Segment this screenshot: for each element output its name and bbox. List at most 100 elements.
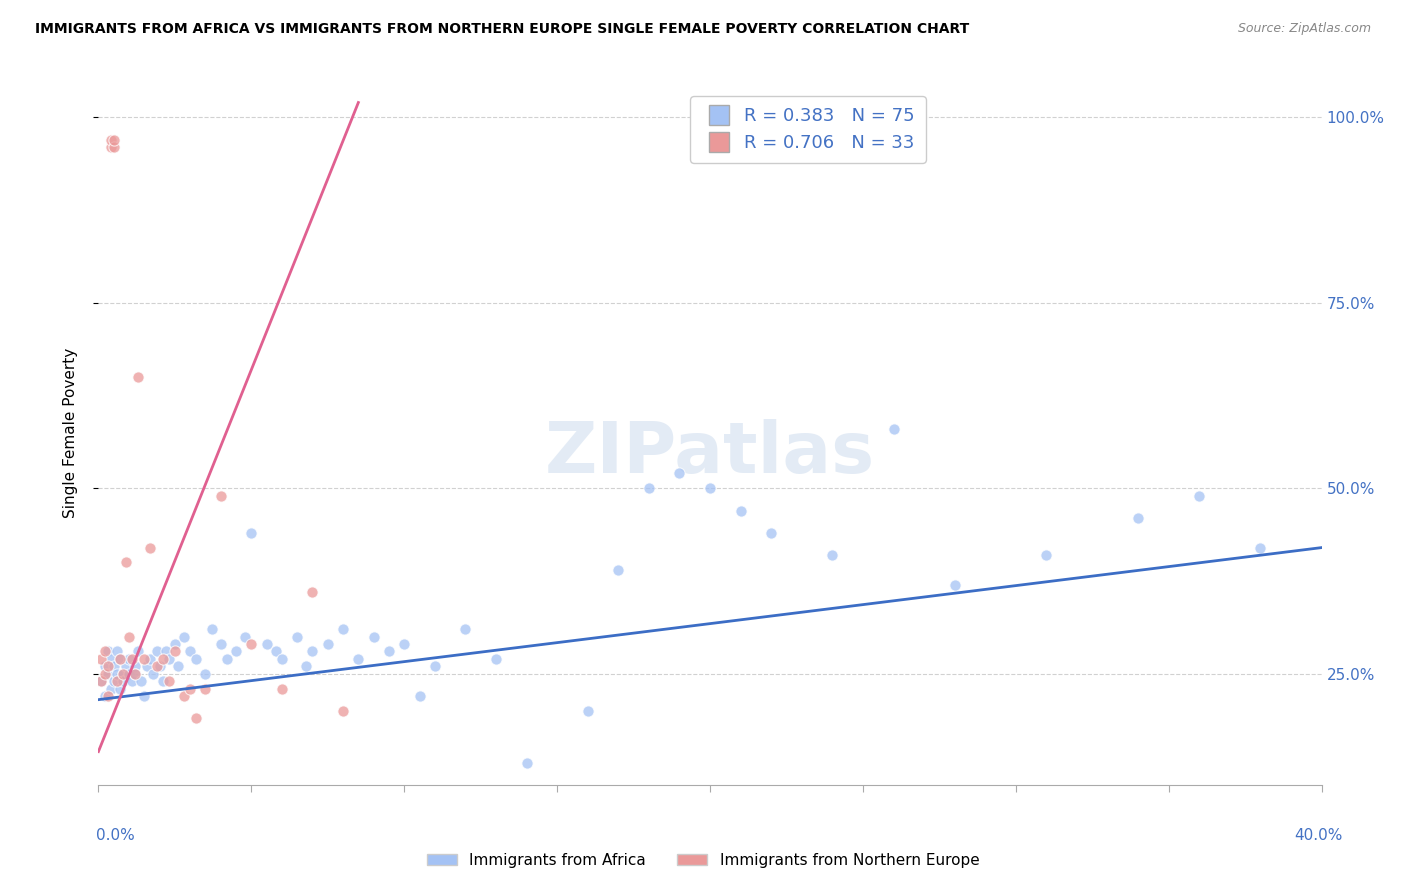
Point [270, 681, 292, 696]
Point [90, 674, 112, 689]
Point [301, 644, 323, 658]
Point [97, 689, 120, 703]
Point [607, 563, 630, 577]
Point [108, 652, 131, 666]
Text: Source: ZipAtlas.com: Source: ZipAtlas.com [1237, 22, 1371, 36]
Point [115, 556, 138, 570]
Text: 40.0%: 40.0% [1295, 828, 1343, 843]
Point [111, 674, 134, 689]
Point [759, 525, 782, 540]
Point [256, 637, 278, 651]
Point [179, 644, 201, 658]
Point [485, 652, 508, 666]
Point [121, 674, 143, 689]
Point [167, 659, 190, 673]
Point [423, 659, 446, 673]
Point [1249, 541, 1271, 555]
Point [121, 652, 143, 666]
Text: IMMIGRANTS FROM AFRICA VS IMMIGRANTS FROM NORTHERN EUROPE SINGLE FEMALE POVERTY : IMMIGRANTS FROM AFRICA VS IMMIGRANTS FRO… [35, 22, 969, 37]
Point [332, 704, 354, 718]
Point [127, 370, 149, 384]
Point [225, 644, 247, 658]
Point [157, 652, 180, 666]
Point [883, 422, 905, 436]
Point [152, 652, 174, 666]
Point [124, 659, 146, 673]
Point [730, 503, 752, 517]
Point [209, 637, 232, 651]
Point [454, 622, 477, 636]
Point [163, 644, 186, 658]
Point [100, 652, 122, 666]
Point [155, 644, 177, 658]
Y-axis label: Single Female Poverty: Single Female Poverty [63, 348, 77, 517]
Point [97, 659, 120, 673]
Point [378, 644, 401, 658]
Point [124, 666, 146, 681]
Point [134, 652, 156, 666]
Point [179, 681, 201, 696]
Point [186, 652, 208, 666]
Point [408, 689, 430, 703]
Point [145, 659, 167, 673]
Point [139, 541, 162, 555]
Point [103, 140, 125, 154]
Point [316, 637, 339, 651]
Point [118, 666, 141, 681]
Point [100, 681, 122, 696]
Point [108, 681, 131, 696]
Point [93, 689, 115, 703]
Point [516, 756, 538, 770]
Point [194, 681, 217, 696]
Point [347, 652, 370, 666]
Point [115, 659, 138, 673]
Point [149, 659, 172, 673]
Point [136, 659, 159, 673]
Point [295, 659, 318, 673]
Point [108, 652, 131, 666]
Point [270, 652, 292, 666]
Point [152, 674, 174, 689]
Point [215, 652, 238, 666]
Point [124, 666, 146, 681]
Point [233, 630, 256, 644]
Point [240, 637, 263, 651]
Point [118, 630, 141, 644]
Point [363, 630, 385, 644]
Point [118, 652, 141, 666]
Point [173, 689, 195, 703]
Point [194, 666, 217, 681]
Point [264, 644, 287, 658]
Point [100, 140, 122, 154]
Point [103, 659, 125, 673]
Point [668, 467, 690, 481]
Point [103, 674, 125, 689]
Legend: Immigrants from Africa, Immigrants from Northern Europe: Immigrants from Africa, Immigrants from … [420, 847, 986, 873]
Point [637, 481, 661, 495]
Point [105, 644, 128, 658]
Point [699, 481, 721, 495]
Point [139, 652, 162, 666]
Point [103, 133, 125, 147]
Point [105, 674, 128, 689]
Point [142, 666, 165, 681]
Point [285, 630, 308, 644]
Point [240, 525, 263, 540]
Point [129, 674, 152, 689]
Point [127, 644, 149, 658]
Point [209, 489, 232, 503]
Point [200, 622, 222, 636]
Point [97, 666, 120, 681]
Point [134, 689, 156, 703]
Point [1188, 489, 1211, 503]
Point [111, 666, 134, 681]
Point [173, 630, 195, 644]
Point [821, 548, 844, 562]
Point [90, 674, 112, 689]
Legend: R = 0.383   N = 75, R = 0.706   N = 33: R = 0.383 N = 75, R = 0.706 N = 33 [690, 96, 925, 163]
Point [111, 666, 134, 681]
Point [576, 704, 599, 718]
Point [163, 637, 186, 651]
Point [93, 666, 115, 681]
Point [100, 133, 122, 147]
